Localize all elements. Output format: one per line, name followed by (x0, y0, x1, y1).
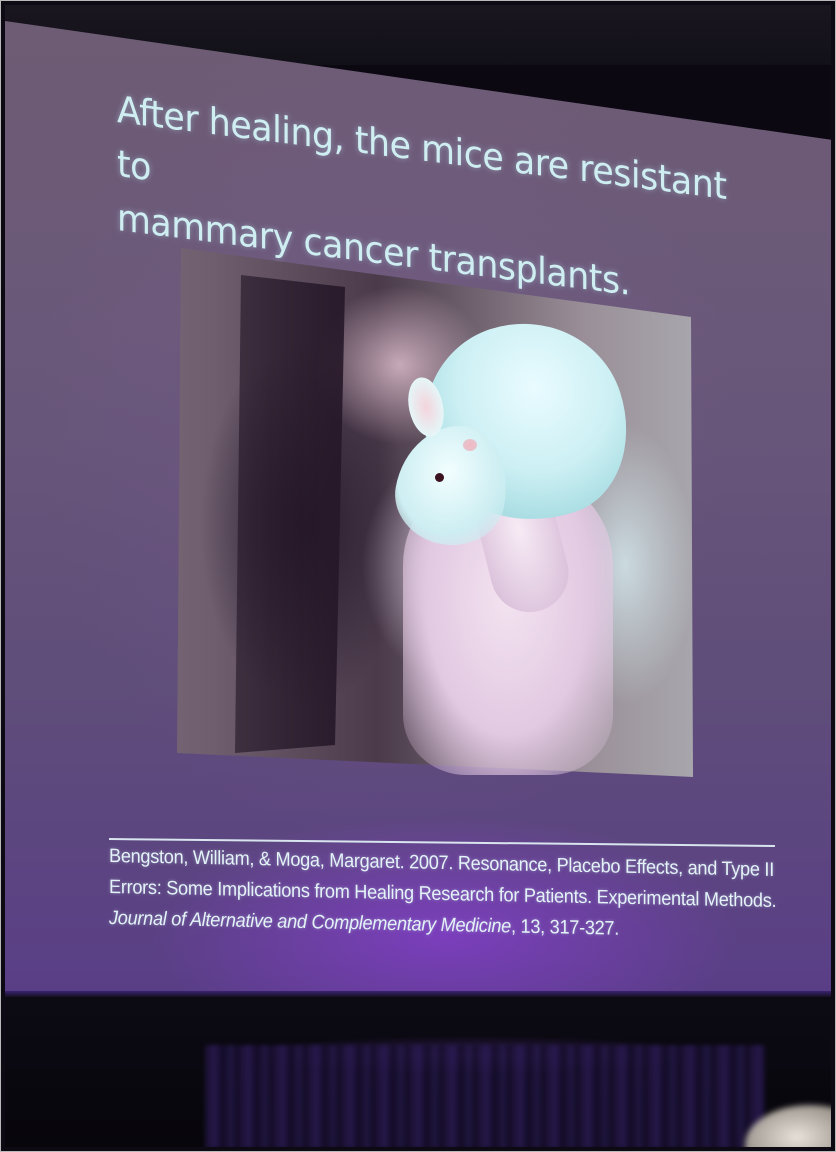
photo-hair-shadow (235, 275, 345, 753)
citation-volume-pages: 13, 317-327. (520, 915, 620, 940)
stage-curtain (205, 1045, 765, 1147)
photo: After healing, the mice are resistant to… (5, 5, 831, 1147)
mouse-eye (435, 473, 444, 482)
citation-separator: , (510, 915, 516, 938)
screen-bottom-edge (5, 991, 831, 997)
citation-authors: Bengston, William, & Moga, Margaret. 200… (109, 845, 777, 912)
mouse-ear-inner (463, 439, 477, 451)
auditorium-scene: After healing, the mice are resistant to… (5, 5, 831, 1147)
citation: Bengston, William, & Moga, Margaret. 200… (109, 841, 779, 948)
citation-journal: Journal of Alternative and Complementary… (109, 907, 511, 938)
